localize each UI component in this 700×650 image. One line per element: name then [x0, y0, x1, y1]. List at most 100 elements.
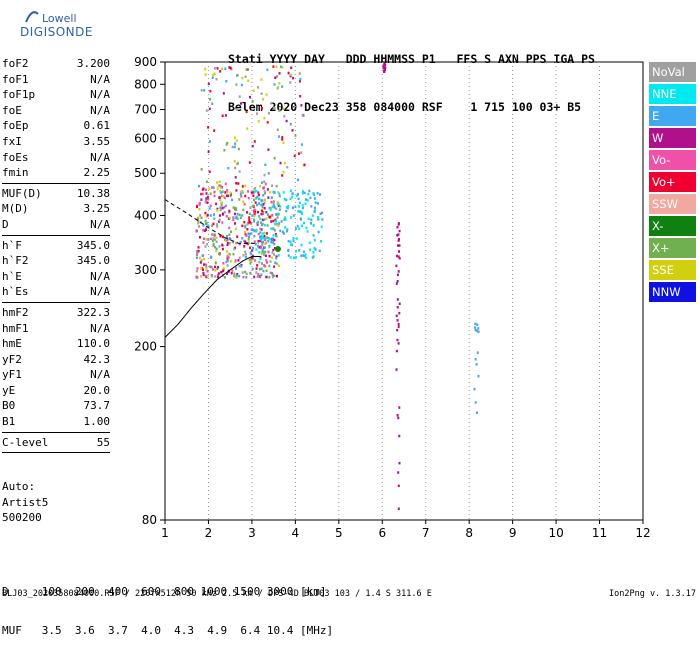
- echo-point: [212, 268, 215, 271]
- echo-point: [195, 253, 198, 256]
- logo: Lowell DIGISONDE: [2, 6, 102, 46]
- echo-point: [259, 237, 262, 241]
- echo-point: [245, 68, 248, 71]
- echo-point: [255, 189, 258, 193]
- echo-point: [209, 204, 212, 208]
- echo-point: [257, 120, 260, 123]
- echo-point: [273, 206, 276, 209]
- y-tick-label: 800: [134, 77, 157, 91]
- echo-point: [209, 89, 212, 93]
- echo-point: [264, 192, 266, 195]
- echo-point: [247, 238, 250, 241]
- echo-point: [301, 204, 304, 207]
- echo-point: [319, 193, 321, 196]
- echo-point: [277, 202, 280, 206]
- echo-point: [396, 234, 399, 237]
- echo-point: [296, 224, 299, 228]
- echo-point: [300, 151, 303, 154]
- echo-point: [263, 198, 266, 201]
- echo-point: [213, 190, 216, 194]
- echo-point: [270, 241, 273, 244]
- echo-point: [289, 197, 292, 201]
- echo-point: [228, 242, 231, 245]
- echo-point: [265, 93, 268, 96]
- param-value: N/A: [90, 368, 110, 382]
- echo-point: [266, 188, 269, 191]
- echo-point: [244, 253, 247, 256]
- direction-legend: NoVal NNE E W Vo- Vo+ SSW X- X+ SSE NNW: [649, 62, 696, 304]
- echo-point: [202, 268, 204, 271]
- echo-point: [239, 240, 242, 244]
- echo-point: [275, 65, 278, 68]
- param-value: N/A: [90, 150, 110, 164]
- echo-point: [275, 262, 278, 265]
- echo-point: [283, 115, 286, 118]
- echo-point: [211, 186, 214, 189]
- echo-point: [216, 267, 219, 270]
- echo-point: [233, 274, 236, 278]
- echo-point: [213, 213, 215, 216]
- echo-point: [287, 205, 290, 208]
- echo-point: [234, 222, 236, 225]
- echo-point: [250, 252, 253, 256]
- echo-point: [212, 237, 215, 240]
- echo-point: [273, 274, 276, 278]
- echo-point: [308, 189, 311, 193]
- echo-point: [205, 265, 208, 269]
- echo-point: [303, 254, 306, 258]
- echo-point: [298, 210, 301, 213]
- echo-point: [227, 194, 229, 198]
- param-value: 0.61: [83, 119, 111, 133]
- param-separator: [2, 301, 110, 303]
- echo-point: [204, 67, 207, 71]
- echo-point: [279, 65, 282, 68]
- echo-point: [243, 230, 246, 234]
- y-tick-label: 200: [134, 340, 157, 354]
- echo-point: [286, 228, 289, 231]
- echo-point: [259, 203, 262, 207]
- echo-point: [312, 224, 315, 227]
- echo-point: [257, 193, 260, 197]
- param-name: foF1p: [2, 88, 36, 102]
- echo-point: [260, 203, 263, 206]
- echo-point: [223, 276, 226, 279]
- echo-point: [271, 256, 274, 259]
- echo-point: [395, 368, 398, 371]
- echo-point: [253, 213, 256, 216]
- echo-point: [272, 234, 275, 237]
- param-row: foE N/A: [2, 103, 110, 119]
- param-row: M(D) 3.25: [2, 201, 110, 217]
- echo-point: [262, 269, 265, 273]
- echo-point: [278, 82, 281, 85]
- echo-point: [313, 209, 316, 213]
- echo-point: [303, 163, 306, 167]
- echo-point: [268, 254, 271, 258]
- echo-point: [271, 273, 274, 276]
- echo-point: [396, 306, 399, 309]
- echo-point: [231, 269, 234, 272]
- echo-point: [285, 230, 288, 233]
- echo-point: [395, 314, 398, 318]
- echo-point: [217, 272, 220, 275]
- echo-point: [261, 250, 264, 253]
- param-separator: [2, 452, 110, 454]
- echo-point: [256, 223, 259, 226]
- echo-point: [298, 201, 301, 204]
- echo-point: [206, 274, 209, 278]
- echo-point: [276, 223, 279, 226]
- echo-point: [272, 204, 275, 207]
- echo-point: [233, 160, 236, 163]
- echo-point: [208, 207, 211, 210]
- echo-point: [287, 71, 290, 75]
- param-name: B0: [2, 399, 16, 413]
- echo-point: [205, 268, 208, 271]
- echo-point: [275, 220, 278, 223]
- echo-point: [267, 240, 270, 243]
- echo-point: [208, 187, 211, 190]
- echo-point: [311, 214, 314, 217]
- param-value: 345.0: [76, 238, 110, 252]
- echo-point: [216, 225, 219, 228]
- echo-point: [214, 238, 216, 241]
- y-tick-label: 500: [134, 166, 157, 180]
- echo-point: [397, 471, 400, 474]
